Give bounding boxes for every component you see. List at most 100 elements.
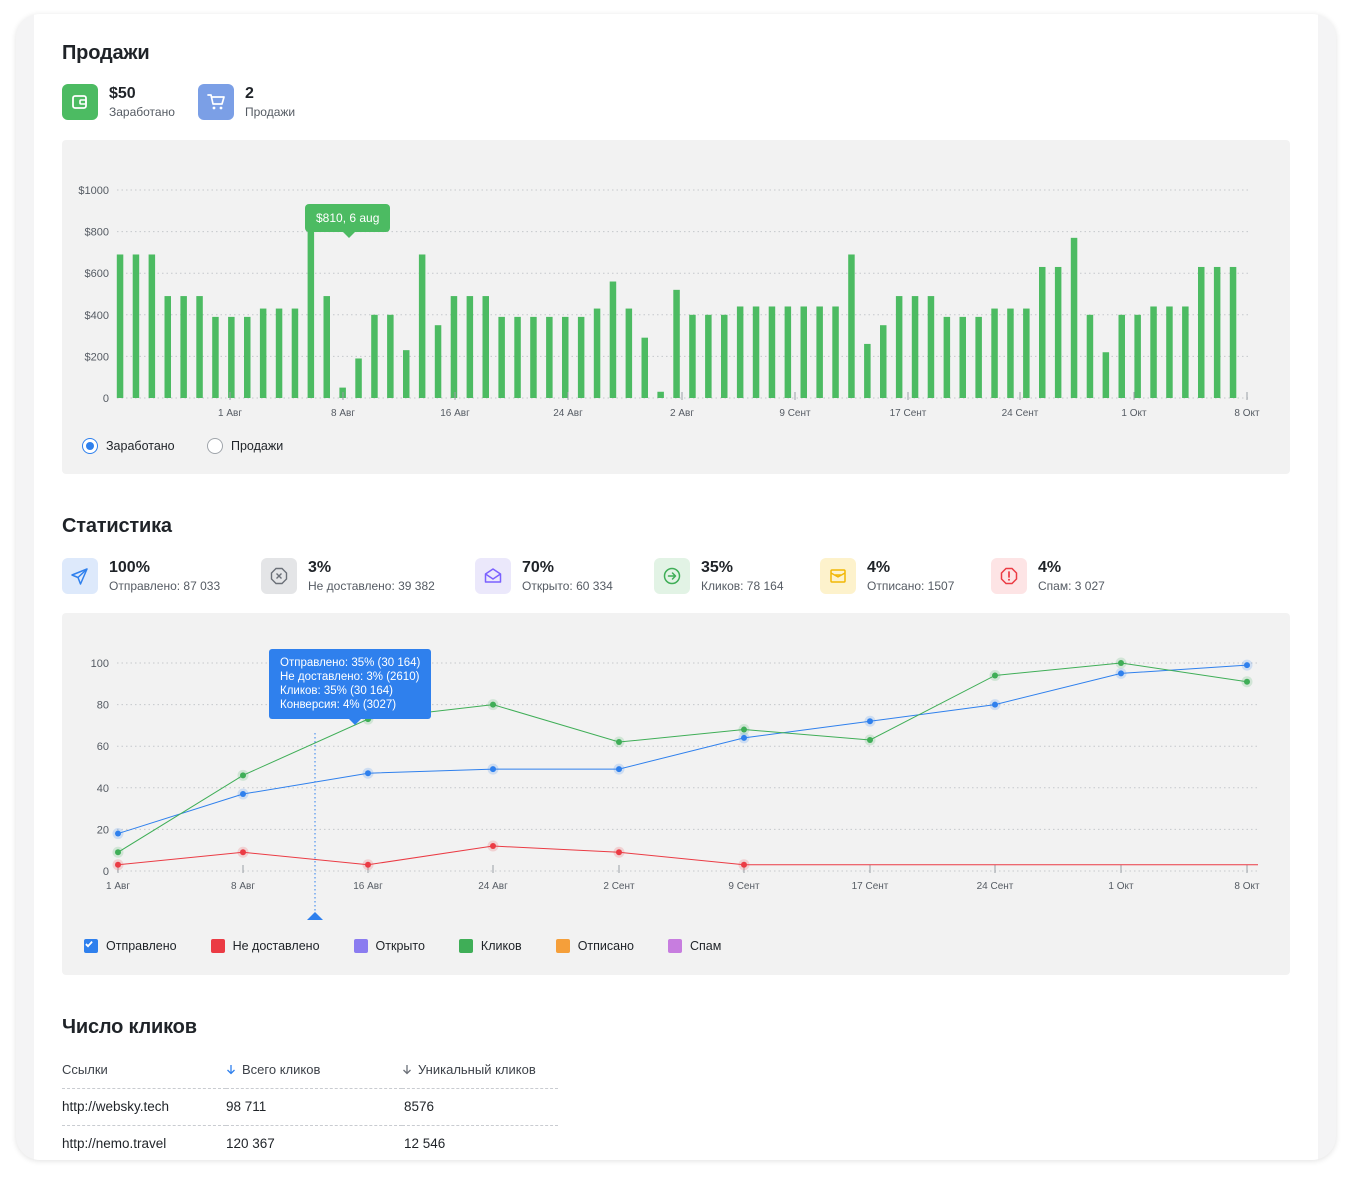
radio-earned[interactable] (82, 438, 98, 454)
y-tick-label: 20 (97, 824, 109, 836)
x-tick-label: 9 Сент (779, 408, 811, 419)
checkbox-unsubscribed[interactable] (85, 939, 570, 953)
bar (991, 308, 998, 398)
x-tick-label: 16 Авг (353, 881, 383, 892)
link-cell[interactable]: http://websky.tech (62, 1088, 226, 1126)
bar (562, 316, 569, 398)
kpi-clicks-value: 35% (701, 559, 734, 576)
y-tick-label: $1000 (78, 185, 109, 197)
arrow-circle-icon (654, 558, 690, 594)
dashboard-panel: Продажи $50 Заработано 2 Продажи $1000 $8… (34, 14, 1318, 1160)
stats-line-chart: 100 80 60 40 20 0 1 Авг 8 Авг 16 Авг 24 Авг 2 Сент… (91, 657, 1260, 920)
total-clicks-cell: 98 711 (226, 1088, 402, 1126)
unique-clicks-cell: 8576 (402, 1088, 558, 1126)
bar (864, 343, 871, 398)
data-point (867, 718, 873, 725)
data-point (992, 672, 998, 679)
bar (307, 229, 315, 398)
legend-sent[interactable]: Отправлено (84, 939, 177, 953)
bar (228, 316, 235, 398)
bar (975, 316, 982, 398)
column-total-clicks-label: Всего кликов (242, 1061, 321, 1077)
stats-legend: Отправлено Не доставлено Открыто Кликов … (84, 939, 755, 953)
bar (164, 296, 171, 398)
x-tick-label: 2 Сент (603, 881, 635, 892)
kpi-opened-value: 70% (522, 559, 555, 576)
mail-minus-icon (820, 558, 856, 594)
legend-undelivered[interactable]: Не доставлено (85, 939, 320, 953)
legend-spam-label: Спам (689, 939, 722, 953)
data-point (115, 830, 121, 837)
checkbox-opened[interactable] (85, 939, 368, 953)
bar (609, 281, 617, 398)
legend-opened[interactable]: Открыто (85, 939, 425, 953)
table-row: http://websky.tech 98 711 8576 (62, 1088, 558, 1126)
kpi-sent-label: Отправлено: 87 033 (109, 579, 221, 593)
bar (323, 296, 330, 398)
column-unique-clicks[interactable]: Уникальный кликов (402, 1052, 558, 1089)
bar (625, 308, 633, 398)
series-line (117, 664, 1248, 835)
y-tick-label: 0 (103, 393, 109, 405)
bar (212, 316, 219, 398)
open-mail-icon (475, 558, 511, 594)
checkbox-clicks[interactable] (85, 939, 473, 953)
x-tick-label: 1 Окт (1121, 408, 1147, 419)
data-point (490, 843, 496, 850)
bar (1023, 308, 1030, 398)
data-point (365, 770, 371, 777)
column-total-clicks[interactable]: Всего кликов (226, 1052, 402, 1089)
series-line (117, 845, 1258, 866)
legend-clicks[interactable]: Кликов (85, 939, 522, 953)
series-line (117, 662, 1248, 853)
legend-undelivered-label: Не доставлено (232, 939, 320, 953)
legend-clicks-label: Кликов (480, 939, 522, 953)
data-point (115, 849, 121, 856)
x-tick-label: 8 Окт (1234, 408, 1260, 419)
bar (1070, 237, 1078, 398)
stats-tooltip: Отправлено: 35% (30 164) Не доставлено: … (269, 649, 432, 725)
bar (1086, 314, 1094, 398)
kpi-sales-value: 2 (245, 85, 254, 102)
data-point (741, 861, 747, 868)
kpi-undelivered-label: Не доставлено: 39 382 (308, 579, 435, 593)
x-tick-label: 24 Сент (977, 881, 1014, 892)
y-tick-label: $600 (85, 268, 109, 280)
bar (244, 316, 251, 398)
bar (387, 314, 394, 398)
checkbox-undelivered[interactable] (85, 939, 225, 953)
y-tick-label: 60 (97, 741, 109, 753)
legend-unsubscribed[interactable]: Отписано (85, 939, 634, 953)
bar (482, 296, 489, 398)
bar (259, 308, 267, 398)
toggle-sales[interactable]: Продажи (207, 438, 283, 454)
toggle-earned-label: Заработано (106, 439, 175, 453)
unique-clicks-cell: 12 546 (402, 1125, 558, 1160)
kpi-sent-value: 100% (109, 559, 150, 576)
x-tick-label: 8 Авг (331, 408, 355, 419)
radio-sales[interactable] (207, 438, 223, 454)
bar (848, 254, 855, 398)
bar (466, 296, 474, 398)
checkbox-spam[interactable] (85, 939, 682, 953)
x-tick-label: 1 Окт (1108, 881, 1134, 892)
toggle-earned[interactable]: Заработано (82, 438, 175, 454)
y-tick-label: $200 (85, 351, 109, 363)
link-cell[interactable]: http://nemo.travel (62, 1125, 226, 1160)
data-point (992, 701, 998, 708)
legend-unsubscribed-label: Отписано (577, 939, 634, 953)
x-tick-label: 24 Сент (1002, 408, 1039, 419)
data-point (240, 772, 246, 779)
legend-sent-label: Отправлено (106, 939, 177, 953)
x-tick-label: 1 Авг (106, 881, 130, 892)
alert-octagon-icon (991, 558, 1027, 594)
legend-spam[interactable]: Спам (85, 939, 722, 953)
toggle-sales-label: Продажи (231, 439, 284, 453)
x-tick-label: 8 Авг (231, 881, 255, 892)
bar (959, 316, 966, 398)
tooltip-line-sent: Отправлено: 35% (30 164) (280, 657, 421, 669)
bar (514, 316, 521, 398)
bar (116, 254, 124, 398)
data-point (115, 861, 121, 868)
data-point (365, 861, 371, 868)
